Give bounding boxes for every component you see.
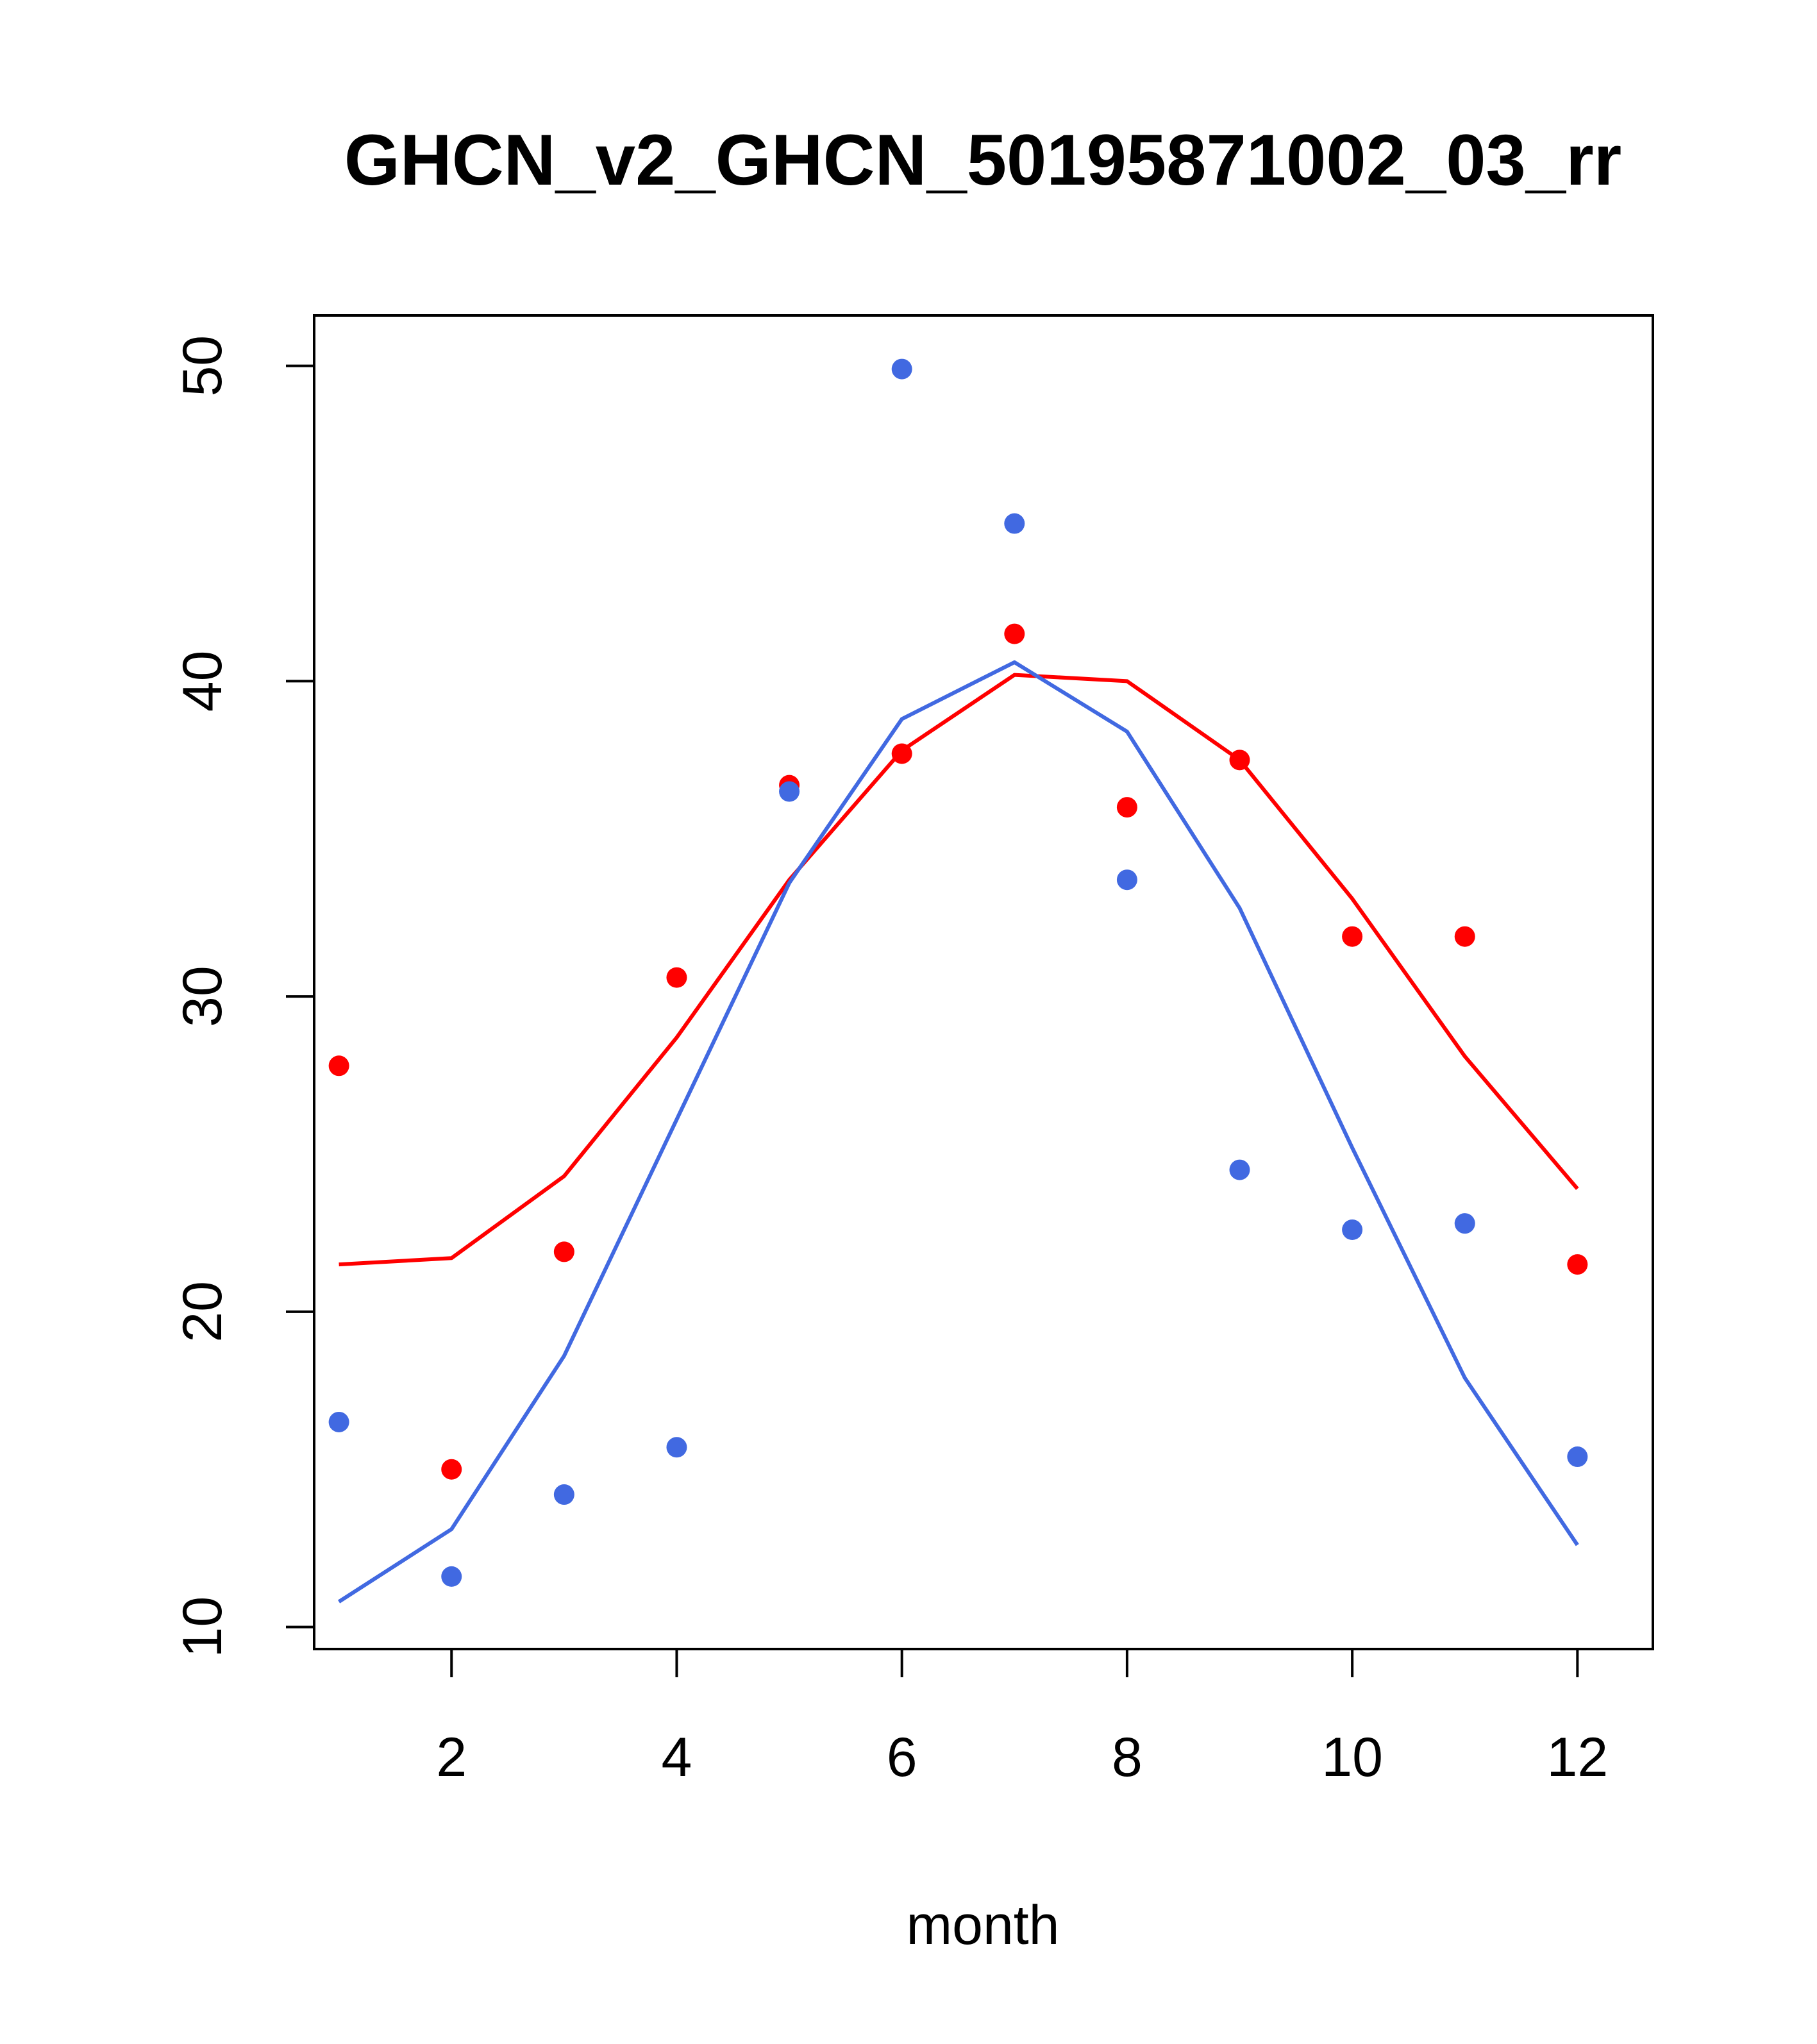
x-tick-label: 2	[436, 1727, 467, 1788]
series-1-point	[1567, 1254, 1588, 1275]
series-1-point	[1004, 623, 1025, 644]
x-tick-label: 6	[887, 1727, 917, 1788]
y-tick-label: 30	[172, 966, 233, 1027]
series-1-point	[666, 967, 687, 988]
series-1-point	[1454, 926, 1475, 947]
series-2-point	[666, 1437, 687, 1458]
series-1-point	[328, 1055, 349, 1076]
series-2-point	[891, 358, 912, 380]
series-2-point	[1567, 1446, 1588, 1468]
y-tick-label: 50	[172, 335, 233, 397]
x-axis: 2 4 6 8 10 12	[436, 1648, 1609, 1788]
series-2-point	[441, 1566, 462, 1587]
series-2-point	[1342, 1219, 1363, 1241]
series-1-point	[891, 743, 912, 764]
series-1	[328, 623, 1588, 1480]
series-2-point	[1454, 1213, 1475, 1234]
x-tick-label: 4	[662, 1727, 692, 1788]
y-tick-label: 10	[172, 1596, 233, 1658]
x-tick-label: 12	[1547, 1727, 1609, 1788]
x-axis-label: month	[906, 1895, 1059, 1956]
series-2-point	[1116, 869, 1137, 891]
series-1-point	[1116, 797, 1137, 818]
series-1-point	[441, 1459, 462, 1480]
y-axis: 10 20 30 40 50	[172, 335, 315, 1658]
series-2-point	[1229, 1159, 1250, 1180]
series-2-point	[1004, 513, 1025, 534]
series-2-point	[328, 1411, 349, 1432]
series-1-line	[339, 673, 1579, 1267]
plot-frame	[313, 314, 1654, 1650]
series-2-point	[779, 781, 800, 802]
y-tick-label: 20	[172, 1281, 233, 1343]
series-1-point	[1229, 750, 1250, 771]
series-1-point	[553, 1241, 574, 1262]
chart-title: GHCN_v2_GHCN_50195871002_03_rr	[344, 120, 1621, 200]
series-1-point	[1342, 926, 1363, 947]
y-tick-label: 40	[172, 651, 233, 712]
series-2-point	[553, 1484, 574, 1505]
x-tick-label: 10	[1321, 1727, 1383, 1788]
series-2	[328, 358, 1588, 1604]
series-2-line	[337, 660, 1579, 1604]
series-layer	[328, 358, 1588, 1604]
x-tick-label: 8	[1112, 1727, 1143, 1788]
